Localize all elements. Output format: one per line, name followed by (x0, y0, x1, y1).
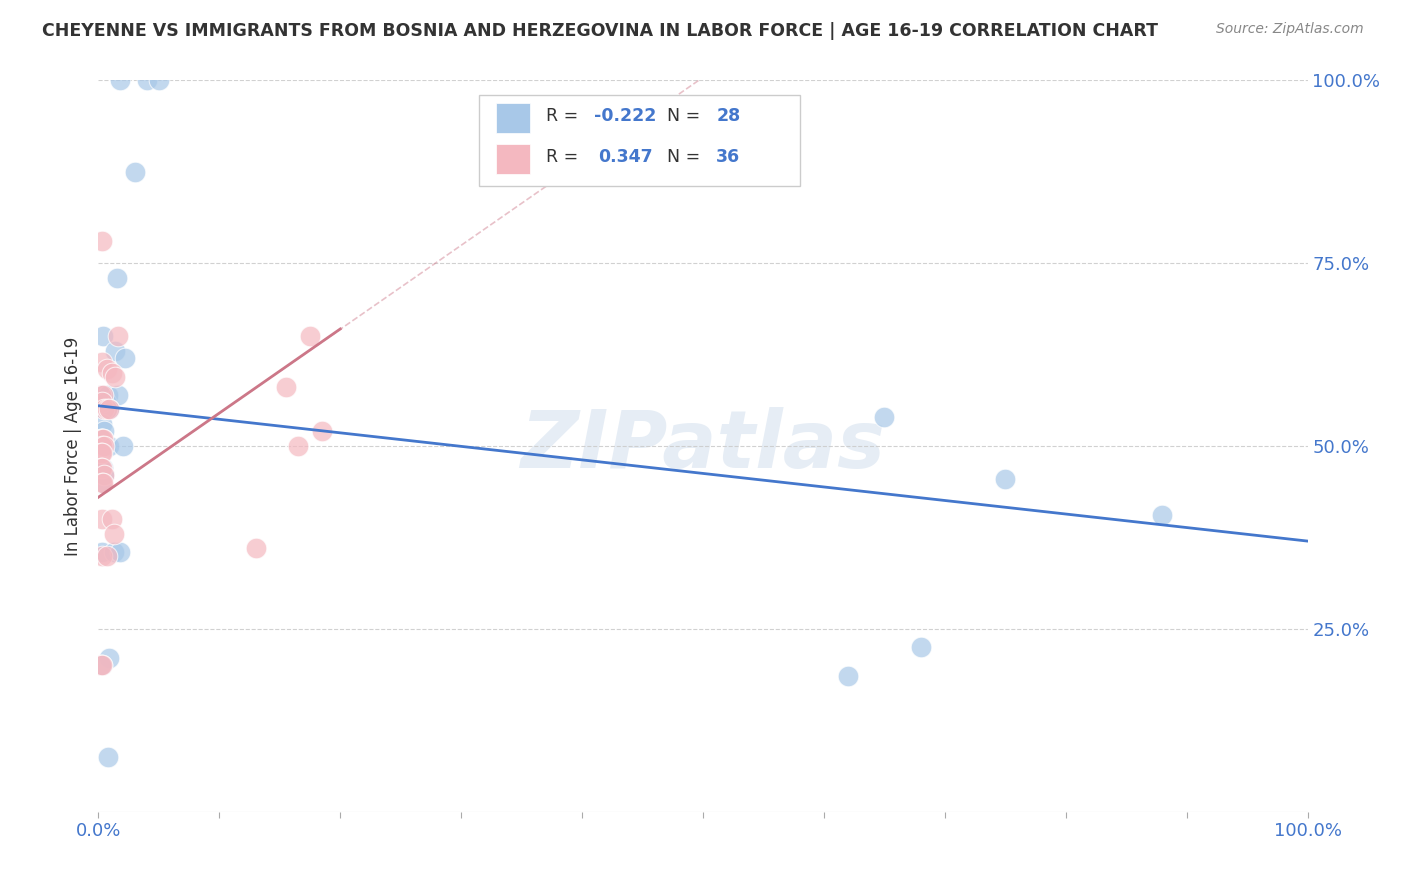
Point (96, 362, 118, 376)
Text: 36: 36 (716, 148, 741, 166)
Point (96, 402, 118, 417)
FancyBboxPatch shape (496, 145, 530, 174)
Point (91, 355, 114, 369)
Point (90, 446, 112, 460)
Legend: Cheyenne, Immigrants from Bosnia and Herzegovina: Cheyenne, Immigrants from Bosnia and Her… (444, 886, 962, 892)
Point (91, 475, 114, 490)
Point (103, 545, 125, 559)
Point (98, 402, 121, 417)
Point (111, 439, 134, 453)
Point (311, 425, 333, 439)
Text: -0.222: -0.222 (595, 107, 657, 125)
Point (90, 388, 112, 402)
Point (108, 73, 131, 87)
Point (93, 402, 115, 417)
Point (91, 658, 114, 673)
Point (104, 369, 127, 384)
Point (873, 409, 896, 424)
Point (93, 468, 115, 483)
Point (96, 549, 118, 563)
Point (994, 472, 1017, 486)
Text: R =: R = (546, 107, 583, 125)
Point (103, 526, 125, 541)
Point (91, 545, 114, 559)
Point (91, 388, 114, 402)
Point (837, 669, 859, 683)
Point (93, 425, 115, 439)
FancyBboxPatch shape (496, 103, 530, 133)
Point (94, 395, 117, 409)
Point (91, 417, 114, 431)
Point (1152, 508, 1174, 523)
Point (91, 439, 114, 453)
Point (97, 388, 120, 402)
Point (91, 549, 114, 563)
Point (98, 651, 121, 665)
Text: ZIPatlas: ZIPatlas (520, 407, 886, 485)
Point (105, 270, 128, 285)
Text: 0.347: 0.347 (598, 148, 652, 166)
Point (100, 512, 122, 526)
Point (114, 351, 136, 366)
Point (91, 234, 114, 248)
Point (91, 461, 114, 475)
Point (91, 658, 114, 673)
Y-axis label: In Labor Force | Age 16-19: In Labor Force | Age 16-19 (65, 336, 83, 556)
Point (274, 380, 297, 394)
Point (104, 343, 127, 358)
Text: Source: ZipAtlas.com: Source: ZipAtlas.com (1216, 22, 1364, 37)
Point (107, 329, 129, 343)
Point (135, 73, 157, 87)
Point (91, 432, 114, 446)
Point (90, 432, 112, 446)
Point (287, 439, 309, 453)
Point (91, 512, 114, 526)
Point (108, 545, 131, 559)
Point (98, 402, 121, 417)
Point (98, 439, 121, 453)
FancyBboxPatch shape (479, 95, 800, 186)
Point (90, 432, 112, 446)
Point (94, 439, 117, 453)
Point (93, 439, 115, 453)
Point (91, 432, 114, 446)
Point (90, 658, 112, 673)
Point (91, 329, 114, 343)
Point (124, 164, 146, 178)
Text: N =: N = (666, 107, 706, 125)
Point (91, 446, 114, 460)
Point (90, 461, 112, 475)
Text: CHEYENNE VS IMMIGRANTS FROM BOSNIA AND HERZEGOVINA IN LABOR FORCE | AGE 16-19 CO: CHEYENNE VS IMMIGRANTS FROM BOSNIA AND H… (42, 22, 1159, 40)
Point (93, 468, 115, 483)
Point (91, 432, 114, 446)
Point (91, 461, 114, 475)
Point (91, 395, 114, 409)
Point (107, 388, 129, 402)
Text: R =: R = (546, 148, 583, 166)
Point (910, 640, 932, 655)
Point (91, 388, 114, 402)
Point (245, 541, 267, 556)
Point (91, 475, 114, 490)
Text: 28: 28 (716, 107, 741, 125)
Point (90, 461, 112, 475)
Text: N =: N = (666, 148, 706, 166)
Point (148, 73, 170, 87)
Point (100, 366, 122, 380)
Point (90, 475, 112, 490)
Point (97, 749, 120, 764)
Point (299, 329, 322, 343)
